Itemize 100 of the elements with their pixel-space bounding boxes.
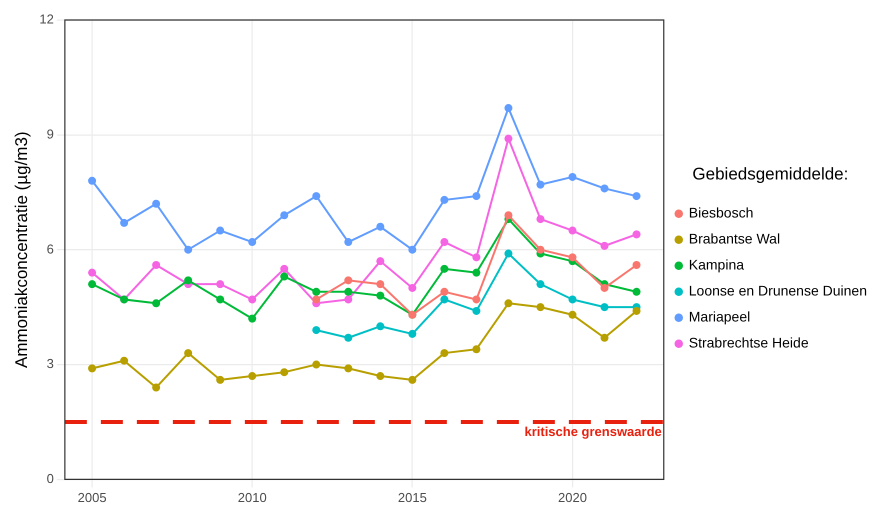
point (600, 303, 609, 312)
point (568, 226, 576, 235)
point (248, 295, 256, 304)
legend-label: Kampina (688, 256, 744, 273)
point (568, 253, 576, 262)
point (344, 295, 352, 304)
legend-title: Gebiedsgemiddelde: (692, 164, 848, 184)
point (632, 230, 641, 238)
point (248, 238, 256, 246)
point (504, 211, 512, 220)
ref-line-label: kritische grenswaarde (524, 424, 662, 440)
point (632, 288, 641, 296)
point (568, 295, 576, 304)
legend-label: Brabantse Wal (688, 230, 780, 247)
point (536, 215, 544, 224)
point (344, 238, 352, 246)
point (600, 284, 609, 292)
point (216, 376, 224, 384)
point (376, 372, 384, 380)
point (184, 246, 192, 254)
point (152, 200, 160, 208)
point (120, 218, 128, 227)
point (88, 280, 96, 288)
point (216, 280, 224, 288)
y-tick-label: 6 (46, 241, 54, 256)
point (152, 299, 160, 308)
point (536, 303, 544, 312)
point (280, 272, 288, 280)
point (472, 295, 480, 304)
point (408, 330, 416, 338)
point (408, 376, 416, 384)
point (88, 268, 96, 277)
point (88, 176, 96, 185)
y-tick-label: 3 (46, 356, 54, 372)
point (600, 242, 609, 250)
point (440, 238, 448, 246)
point (248, 314, 256, 323)
x-tick-label: 2010 (238, 490, 267, 505)
point (600, 334, 609, 342)
point (216, 226, 224, 235)
point (472, 192, 480, 200)
y-tick-label: 9 (46, 126, 54, 142)
point (504, 299, 512, 308)
point (632, 261, 641, 270)
point (408, 284, 416, 292)
point (376, 280, 384, 288)
legend-label: Loonse en Drunense Duinen (688, 282, 868, 299)
point (344, 288, 352, 296)
point (536, 280, 544, 288)
point (376, 322, 384, 330)
point (472, 345, 480, 354)
point (440, 196, 448, 204)
point (312, 192, 320, 200)
point (568, 310, 576, 319)
point (344, 364, 352, 372)
point (152, 261, 160, 270)
legend-label: Mariapeel (688, 308, 750, 325)
point (472, 306, 480, 315)
point (504, 250, 512, 258)
point (472, 268, 480, 277)
point (600, 184, 609, 192)
point (504, 134, 512, 143)
point (120, 356, 128, 365)
point (440, 264, 448, 273)
point (504, 104, 512, 112)
point (536, 180, 544, 189)
point (184, 276, 192, 284)
point (440, 349, 448, 358)
point (632, 306, 641, 315)
y-tick-label: 12 (39, 12, 54, 27)
x-tick-label: 2015 (398, 490, 427, 505)
point (536, 246, 544, 254)
point (440, 288, 448, 296)
legend-label: Biesbosch (688, 204, 754, 221)
point (152, 384, 160, 392)
point (632, 192, 641, 200)
point (376, 292, 384, 300)
x-tick-label: 2020 (558, 490, 587, 505)
point (376, 257, 384, 266)
point (344, 334, 352, 342)
point (472, 253, 480, 262)
point (216, 295, 224, 304)
point (312, 360, 320, 369)
x-tick-label: 2005 (78, 490, 107, 505)
y-axis-title: Ammoniakconcentratie (µg/m3) (12, 131, 31, 368)
point (568, 172, 576, 181)
point (312, 295, 320, 304)
point (440, 295, 448, 304)
point (280, 211, 288, 220)
legend-label: Strabrechtse Heide (688, 334, 809, 351)
point (408, 246, 416, 254)
point (184, 349, 192, 358)
point (248, 372, 256, 380)
point (344, 276, 352, 284)
point (280, 264, 288, 273)
point (312, 288, 320, 296)
y-tick-label: 0 (46, 470, 54, 486)
point (376, 222, 384, 231)
point (280, 368, 288, 376)
point (312, 326, 320, 334)
